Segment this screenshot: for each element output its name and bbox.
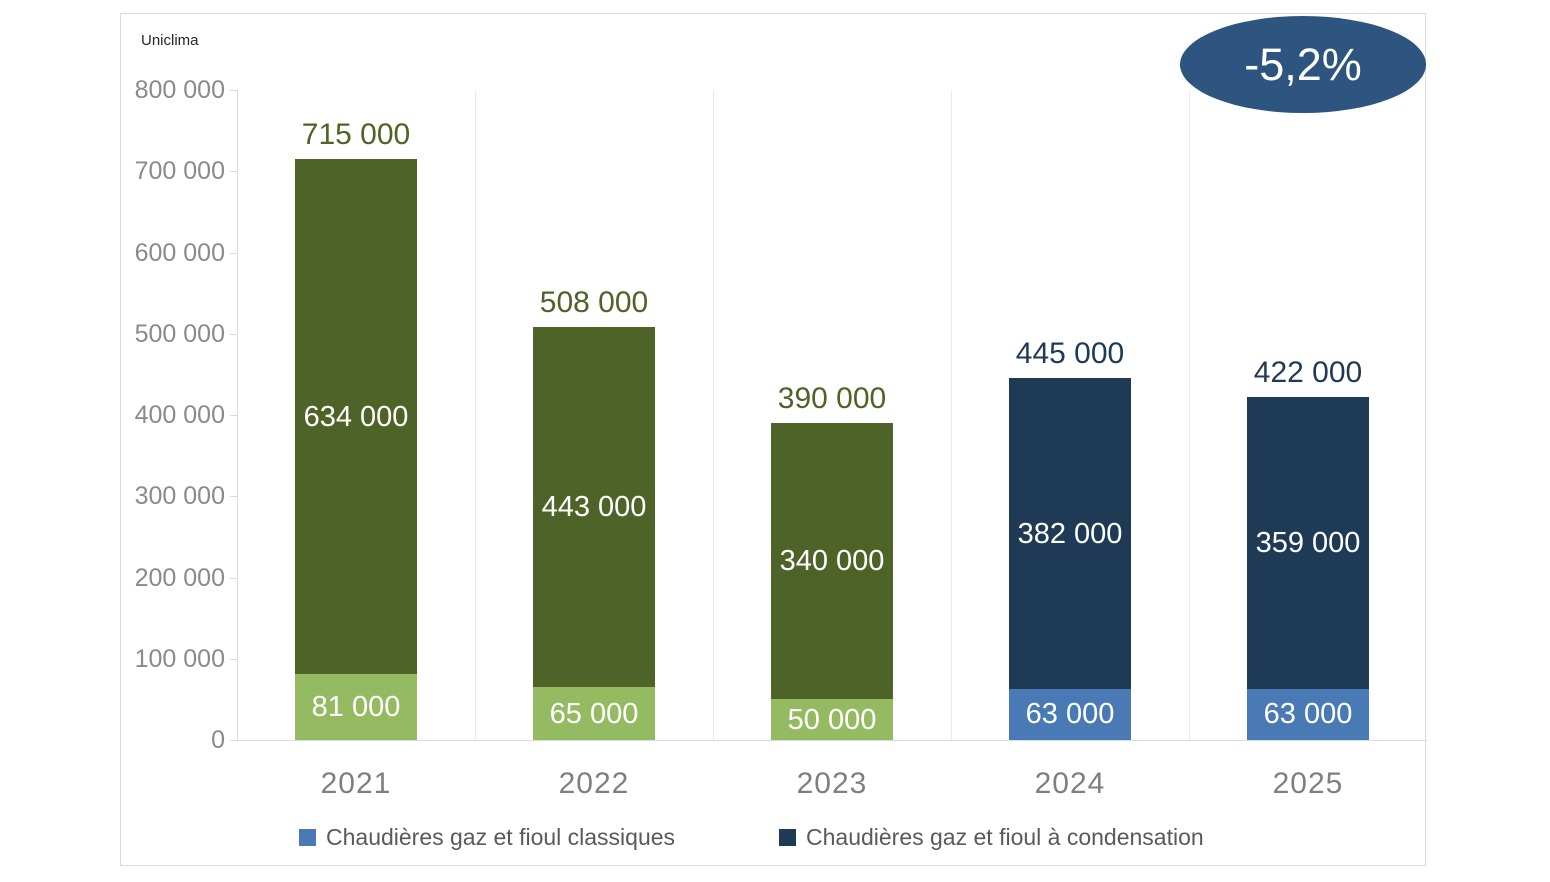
- y-tick-label: 200 000: [134, 563, 225, 592]
- y-axis-tick: [230, 577, 237, 579]
- bar-total-label: 445 000: [1015, 337, 1125, 371]
- bar-segment-label: 443 000: [541, 491, 647, 524]
- y-axis-tick: [230, 658, 237, 660]
- category-gridline: [951, 90, 952, 740]
- legend: Chaudières gaz et fioul classiques Chaud…: [121, 820, 1427, 860]
- x-category-label: 2025: [1272, 767, 1344, 800]
- y-axis-tick: [230, 252, 237, 254]
- y-tick-label: 100 000: [134, 644, 225, 673]
- legend-swatch-condensation-icon: [779, 829, 796, 846]
- y-tick-label: 400 000: [134, 401, 225, 429]
- legend-label-classiques: Chaudières gaz et fioul classiques: [326, 824, 676, 850]
- x-category-label: 2022: [558, 767, 630, 800]
- bar-segment-top: [1009, 378, 1131, 689]
- legend-swatch-classiques-icon: [299, 829, 316, 846]
- bar-segment-top: [533, 327, 655, 688]
- bar-segment-top: [1247, 397, 1369, 689]
- x-category-label: 2024: [1034, 767, 1106, 800]
- bar-segment-label: 634 000: [303, 400, 409, 433]
- bar-segment-label: 63 000: [1025, 698, 1115, 731]
- y-axis-tick: [230, 171, 237, 173]
- bar-total-label: 422 000: [1253, 356, 1363, 390]
- category-gridline: [1189, 90, 1190, 740]
- bar-segment-bottom: [1247, 688, 1369, 740]
- bar-segment-label: 63 000: [1263, 698, 1353, 731]
- bar-segment-bottom: [771, 699, 893, 740]
- chart-card: Uniclima -5,2% Chaudières gaz et fioul c…: [120, 13, 1427, 866]
- y-axis-tick: [230, 415, 237, 416]
- bar-segment-label: 382 000: [1017, 517, 1123, 550]
- bar-segment-bottom: [295, 674, 417, 740]
- legend-item-condensation: Chaudières gaz et fioul à condensation: [779, 824, 1204, 851]
- legend-label-condensation: Chaudières gaz et fioul à condensation: [806, 824, 1204, 850]
- bar-total-label: 390 000: [777, 382, 887, 416]
- y-tick-label: 300 000: [134, 482, 225, 511]
- bar-segment-label: 359 000: [1255, 527, 1361, 559]
- bar-total-label: 508 000: [539, 286, 649, 320]
- bar-segment-label: 81 000: [311, 691, 401, 724]
- bar-segment-label: 50 000: [787, 703, 877, 736]
- bar-segment-bottom: [533, 687, 655, 740]
- bar-segment-label: 65 000: [549, 697, 639, 730]
- y-tick-label: 500 000: [134, 319, 225, 348]
- x-category-label: 2021: [320, 767, 392, 800]
- y-axis-line: [237, 90, 238, 740]
- source-label: Uniclima: [141, 32, 199, 49]
- y-axis-tick: [230, 90, 237, 91]
- y-axis-tick: [230, 496, 237, 498]
- y-tick-label: 700 000: [134, 157, 225, 186]
- y-tick-label: 800 000: [134, 76, 225, 104]
- y-axis-tick: [230, 740, 237, 741]
- y-tick-label: 600 000: [134, 238, 225, 267]
- category-gridline: [713, 90, 714, 740]
- bar-segment-label: 340 000: [779, 545, 885, 578]
- y-tick-label: 0: [211, 726, 225, 754]
- x-category-label: 2023: [796, 767, 868, 800]
- bar-segment-top: [295, 159, 417, 675]
- change-badge-text: -5,2%: [1244, 38, 1362, 90]
- bar-segment-bottom: [1009, 688, 1131, 740]
- category-gridline: [475, 90, 476, 740]
- x-axis-line: [237, 740, 1427, 741]
- bar-segment-top: [771, 423, 893, 700]
- change-badge: -5,2%: [1180, 16, 1426, 113]
- bar-total-label: 715 000: [301, 118, 411, 152]
- legend-item-classiques: Chaudières gaz et fioul classiques: [299, 824, 675, 851]
- y-axis-tick: [230, 333, 237, 335]
